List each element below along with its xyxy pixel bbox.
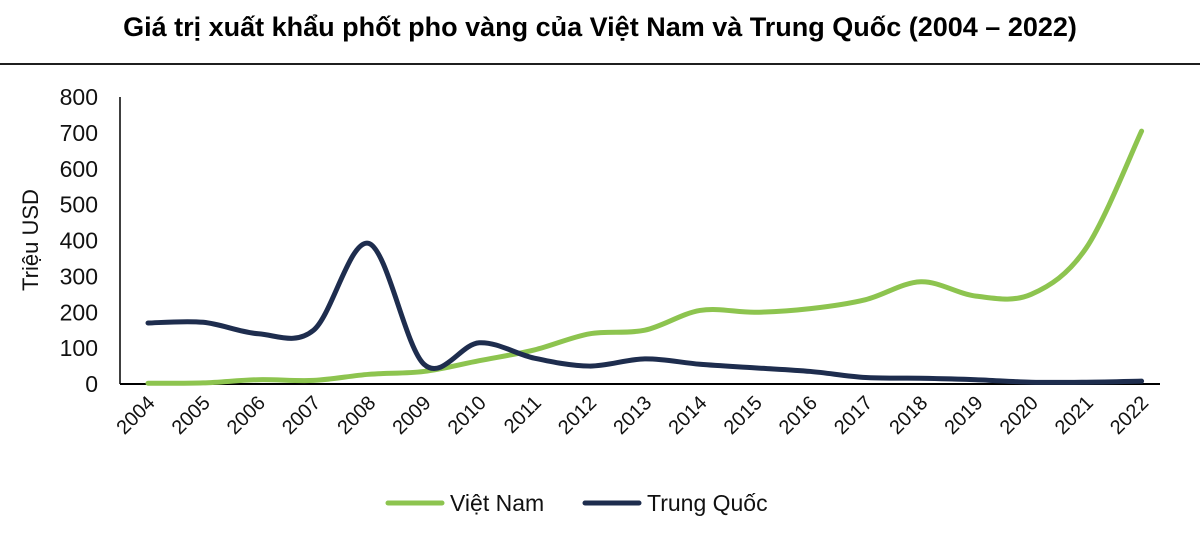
chart-title: Giá trị xuất khẩu phốt pho vàng của Việt… [123,12,1077,42]
y-tick-label: 700 [60,120,98,146]
y-axis-tick-labels: 0 100 200 300 400 500 600 700 800 [60,84,98,397]
x-tick-label: 2020 [996,392,1043,439]
x-tick-label: 2014 [665,392,712,439]
y-axis-label: Triệu USD [18,189,43,291]
y-tick-label: 800 [60,84,98,110]
x-tick-label: 2005 [168,392,215,439]
y-tick-label: 100 [60,335,98,361]
legend: Việt Nam Trung Quốc [385,490,768,516]
x-tick-label: 2021 [1051,392,1098,439]
series-line-0 [145,128,1145,386]
y-tick-label: 600 [60,156,98,182]
x-tick-label: 2013 [609,392,656,439]
x-tick-label: 2016 [775,392,822,439]
y-tick-label: 300 [60,263,98,289]
x-tick-label: 2010 [444,392,491,439]
x-tick-label: 2009 [389,392,436,439]
series-lines [145,128,1145,386]
y-tick-label: 200 [60,299,98,325]
x-tick-label: 2004 [113,392,160,439]
x-tick-label: 2011 [500,392,546,438]
x-tick-label: 2008 [333,392,380,439]
x-tick-label: 2018 [885,392,932,439]
x-tick-label: 2019 [941,392,988,439]
x-tick-label: 2007 [278,392,325,439]
y-tick-label: 0 [85,371,98,397]
y-tick-label: 500 [60,192,98,218]
legend-label-0: Việt Nam [450,490,544,516]
x-tick-label: 2012 [554,392,601,439]
title-divider [0,63,1200,65]
x-tick-label: 2022 [1106,392,1153,439]
series-line-1 [145,240,1145,385]
y-tick-label: 400 [60,228,98,254]
legend-label-1: Trung Quốc [647,490,768,516]
x-tick-label: 2017 [830,392,877,439]
x-tick-label: 2015 [720,392,767,439]
x-axis-tick-labels: 2004 2005 2006 2007 2008 2009 2010 2011 2012 2013… [113,392,1154,439]
x-tick-label: 2006 [223,392,270,439]
